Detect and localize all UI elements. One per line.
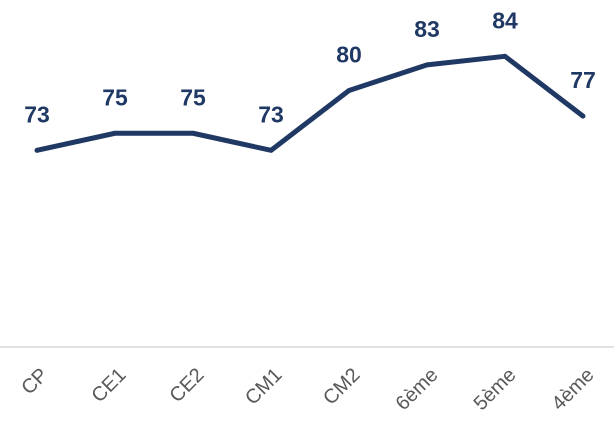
x-tick-label: 4ème <box>548 364 599 415</box>
line <box>34 53 586 153</box>
x-tick-label: CP <box>17 364 52 399</box>
data-label: 73 <box>258 101 284 127</box>
x-tick-label: CM2 <box>319 364 364 409</box>
data-label: 83 <box>414 16 440 42</box>
data-label: 80 <box>336 42 362 68</box>
data-label: 73 <box>24 101 50 127</box>
x-tick-label: 5ème <box>470 364 521 415</box>
data-label: 75 <box>102 84 128 110</box>
x-tick-label: 6ème <box>392 364 443 415</box>
x-tick-label: CE2 <box>165 364 208 407</box>
data-label: 84 <box>492 7 518 33</box>
data-label: 77 <box>570 67 596 93</box>
x-tick-label: CE1 <box>87 364 130 407</box>
x-tick-label: CM1 <box>241 364 286 409</box>
data-label: 75 <box>180 84 206 110</box>
